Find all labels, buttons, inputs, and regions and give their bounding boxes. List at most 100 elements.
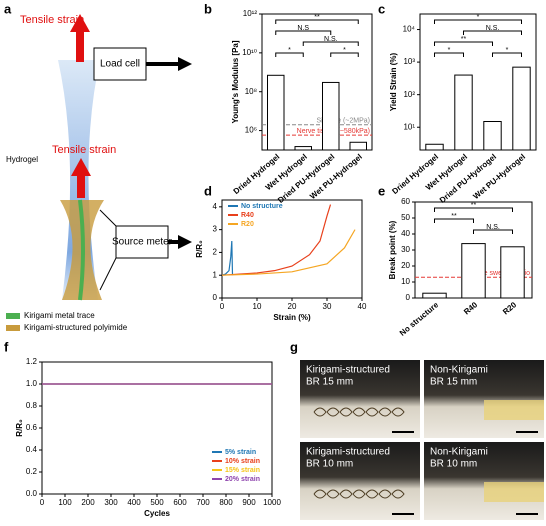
x-tick-label: 30 bbox=[323, 302, 332, 311]
photo bbox=[300, 360, 420, 438]
y-axis-label: Break point (%) bbox=[388, 220, 397, 279]
plot-frame bbox=[419, 13, 537, 151]
significance-bracket bbox=[275, 52, 304, 57]
panel-letter: g bbox=[290, 339, 298, 354]
strip bbox=[484, 400, 544, 420]
y-tick-label: 40 bbox=[401, 229, 410, 238]
y-tick-label: 10¹² bbox=[243, 9, 258, 18]
arrow-head bbox=[178, 235, 192, 249]
bar bbox=[349, 141, 367, 151]
arrow-head bbox=[70, 14, 90, 32]
photo bbox=[424, 360, 544, 438]
x-tick-label: Wet PU-Hydrogel bbox=[471, 152, 527, 201]
x-tick-label: 100 bbox=[58, 498, 72, 507]
arrow-shaft bbox=[77, 172, 85, 198]
legend-label: 20% strain bbox=[225, 476, 260, 483]
panel-letter: e bbox=[378, 183, 385, 198]
kirigami-pattern bbox=[391, 489, 405, 499]
y-tick-label: 3 bbox=[213, 225, 218, 234]
significance-label: N.S. bbox=[324, 36, 338, 43]
x-tick-label: Wet PU-Hydrogel bbox=[308, 152, 364, 201]
x-tick-label: 10 bbox=[253, 302, 262, 311]
chart: 0 10 20 30 40 50 60 Break point (%) Nerve swelli… bbox=[388, 197, 533, 338]
significance-label: ** bbox=[471, 202, 477, 209]
significance-label: * bbox=[343, 47, 346, 54]
label: Tensile strain bbox=[20, 14, 84, 26]
legend-label: R20 bbox=[241, 221, 254, 228]
y-tick-label: 4 bbox=[213, 202, 218, 211]
x-tick-label: 800 bbox=[219, 498, 233, 507]
significance-label: ** bbox=[461, 36, 467, 43]
legend-label: 10% strain bbox=[225, 458, 260, 465]
significance-bracket bbox=[434, 218, 474, 223]
label: Tensile strain bbox=[52, 144, 116, 156]
kirigami-pattern bbox=[313, 407, 327, 417]
bar bbox=[500, 246, 525, 299]
legend-swatch bbox=[6, 313, 20, 319]
y-tick-label: 10⁴ bbox=[403, 25, 416, 34]
y-tick-label: 1 bbox=[213, 270, 218, 279]
kirigami-pattern bbox=[365, 407, 379, 417]
photo-subtitle: BR 10 mm bbox=[306, 459, 353, 470]
x-axis-label: Cycles bbox=[144, 509, 170, 518]
significance-label: N.S. bbox=[486, 224, 500, 231]
chart: 10⁶ 10⁸ 10¹⁰ 10¹² Young's Modulus [Pa] Silico… bbox=[231, 9, 373, 205]
y-tick-label: 0 bbox=[213, 293, 218, 302]
kirigami-pattern bbox=[378, 489, 392, 499]
y-tick-label: 10³ bbox=[403, 57, 415, 66]
significance-bracket bbox=[434, 207, 513, 212]
bar bbox=[425, 143, 444, 151]
x-tick-label: 700 bbox=[196, 498, 210, 507]
metal-trace bbox=[78, 199, 85, 301]
y-tick-label: 10¹⁰ bbox=[242, 48, 257, 57]
panel-letter: c bbox=[378, 1, 385, 16]
significance-label: * bbox=[506, 47, 509, 54]
y-axis-label: Young's Modulus [Pa] bbox=[231, 40, 240, 123]
diagram: Tensile strain Load cell Hydrogel Tensil… bbox=[6, 14, 192, 332]
bar bbox=[294, 146, 312, 151]
photo-title: Kirigami-structured bbox=[306, 447, 390, 458]
photo-title: Kirigami-structured bbox=[306, 365, 390, 376]
x-tick-label: 0 bbox=[40, 498, 45, 507]
arrow-head bbox=[71, 158, 91, 176]
bar bbox=[461, 243, 486, 299]
kirigami-pattern bbox=[339, 407, 353, 417]
legend-label: Kirigami metal trace bbox=[24, 311, 95, 320]
photo-title: Non-Kirigami bbox=[430, 365, 488, 376]
kirigami-pattern bbox=[391, 407, 405, 417]
x-tick-label: 40 bbox=[358, 302, 367, 311]
x-tick-label: 600 bbox=[173, 498, 187, 507]
y-tick-label: 0.2 bbox=[26, 467, 38, 476]
kirigami-pattern bbox=[326, 489, 340, 499]
label: Load cell bbox=[100, 59, 140, 70]
label: Hydrogel bbox=[6, 155, 38, 164]
significance-label: ** bbox=[451, 213, 457, 220]
significance-bracket bbox=[434, 52, 464, 57]
photo-title: Non-Kirigami bbox=[430, 447, 488, 458]
significance-bracket bbox=[473, 229, 513, 234]
panel-letter: a bbox=[4, 1, 12, 16]
y-tick-label: 1.2 bbox=[26, 357, 38, 366]
bar bbox=[454, 74, 473, 151]
panel-letter: b bbox=[204, 1, 212, 16]
y-tick-label: 50 bbox=[401, 213, 410, 222]
photo-subtitle: BR 10 mm bbox=[430, 459, 477, 470]
x-axis-label: Strain (%) bbox=[273, 313, 311, 322]
y-tick-label: 10 bbox=[401, 277, 410, 286]
bar bbox=[483, 121, 502, 151]
y-tick-label: 20 bbox=[401, 261, 410, 270]
series-line bbox=[221, 240, 234, 276]
series-line bbox=[221, 204, 332, 276]
bar bbox=[512, 66, 531, 151]
y-axis-label: R/R₀ bbox=[15, 419, 24, 437]
pointer bbox=[99, 257, 117, 291]
photo-subtitle: BR 15 mm bbox=[430, 377, 477, 388]
significance-bracket bbox=[275, 30, 332, 35]
x-tick-label: 400 bbox=[127, 498, 141, 507]
kirigami-pattern bbox=[352, 407, 366, 417]
kirigami-pattern bbox=[352, 489, 366, 499]
y-axis-label: R/R₀ bbox=[195, 240, 204, 258]
photo-subtitle: BR 15 mm bbox=[306, 377, 353, 388]
